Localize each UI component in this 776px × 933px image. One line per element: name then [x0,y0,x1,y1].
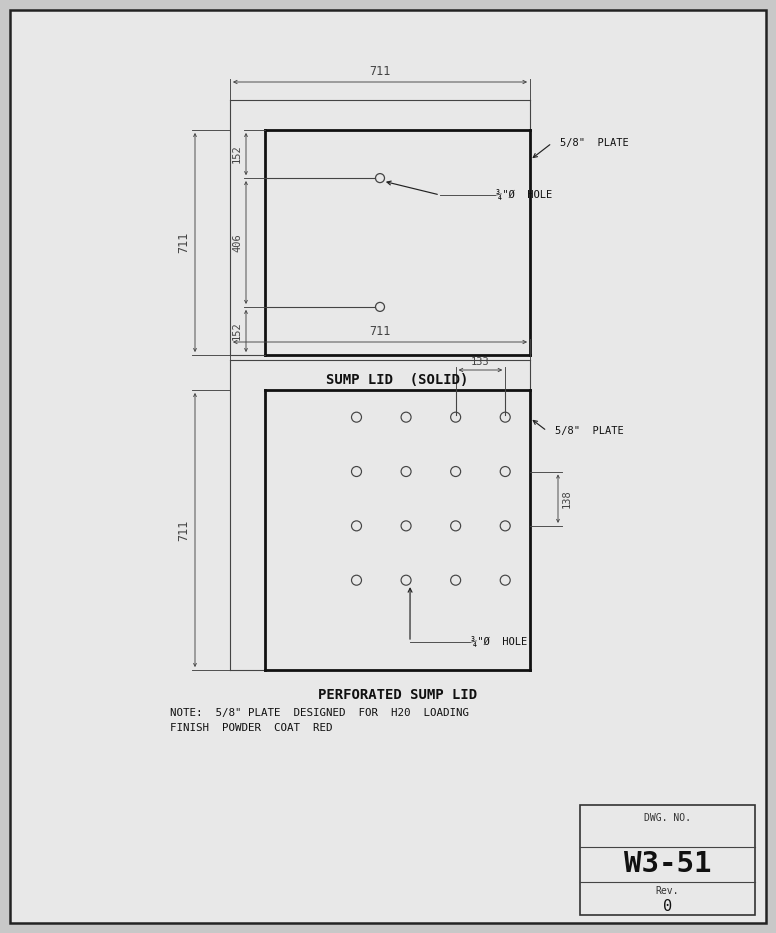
Text: 711: 711 [369,325,390,338]
Text: 0: 0 [663,898,672,913]
Text: 152: 152 [232,145,242,163]
Text: 711: 711 [177,520,190,541]
Text: 5/8"  PLATE: 5/8" PLATE [560,138,629,148]
Text: ¾"Ø  HOLE: ¾"Ø HOLE [496,189,553,201]
Text: Rev.: Rev. [656,885,679,896]
Text: ¾"Ø  HOLE: ¾"Ø HOLE [471,636,527,648]
Text: FINISH  POWDER  COAT  RED: FINISH POWDER COAT RED [170,723,332,733]
Text: DWG. NO.: DWG. NO. [644,814,691,823]
Text: SUMP LID  (SOLID): SUMP LID (SOLID) [327,373,469,387]
Text: 138: 138 [562,489,572,508]
Text: 711: 711 [369,65,390,78]
Text: 152: 152 [232,322,242,341]
Text: 5/8"  PLATE: 5/8" PLATE [555,426,624,436]
Text: 711: 711 [177,231,190,253]
Bar [580,805,755,915]
Text: 406: 406 [232,233,242,252]
Text: PERFORATED SUMP LID: PERFORATED SUMP LID [318,688,477,702]
Text: W3-51: W3-51 [624,850,712,878]
Text: 133: 133 [471,357,490,367]
Text: NOTE:  5/8" PLATE  DESIGNED  FOR  H20  LOADING: NOTE: 5/8" PLATE DESIGNED FOR H20 LOADIN… [170,708,469,718]
